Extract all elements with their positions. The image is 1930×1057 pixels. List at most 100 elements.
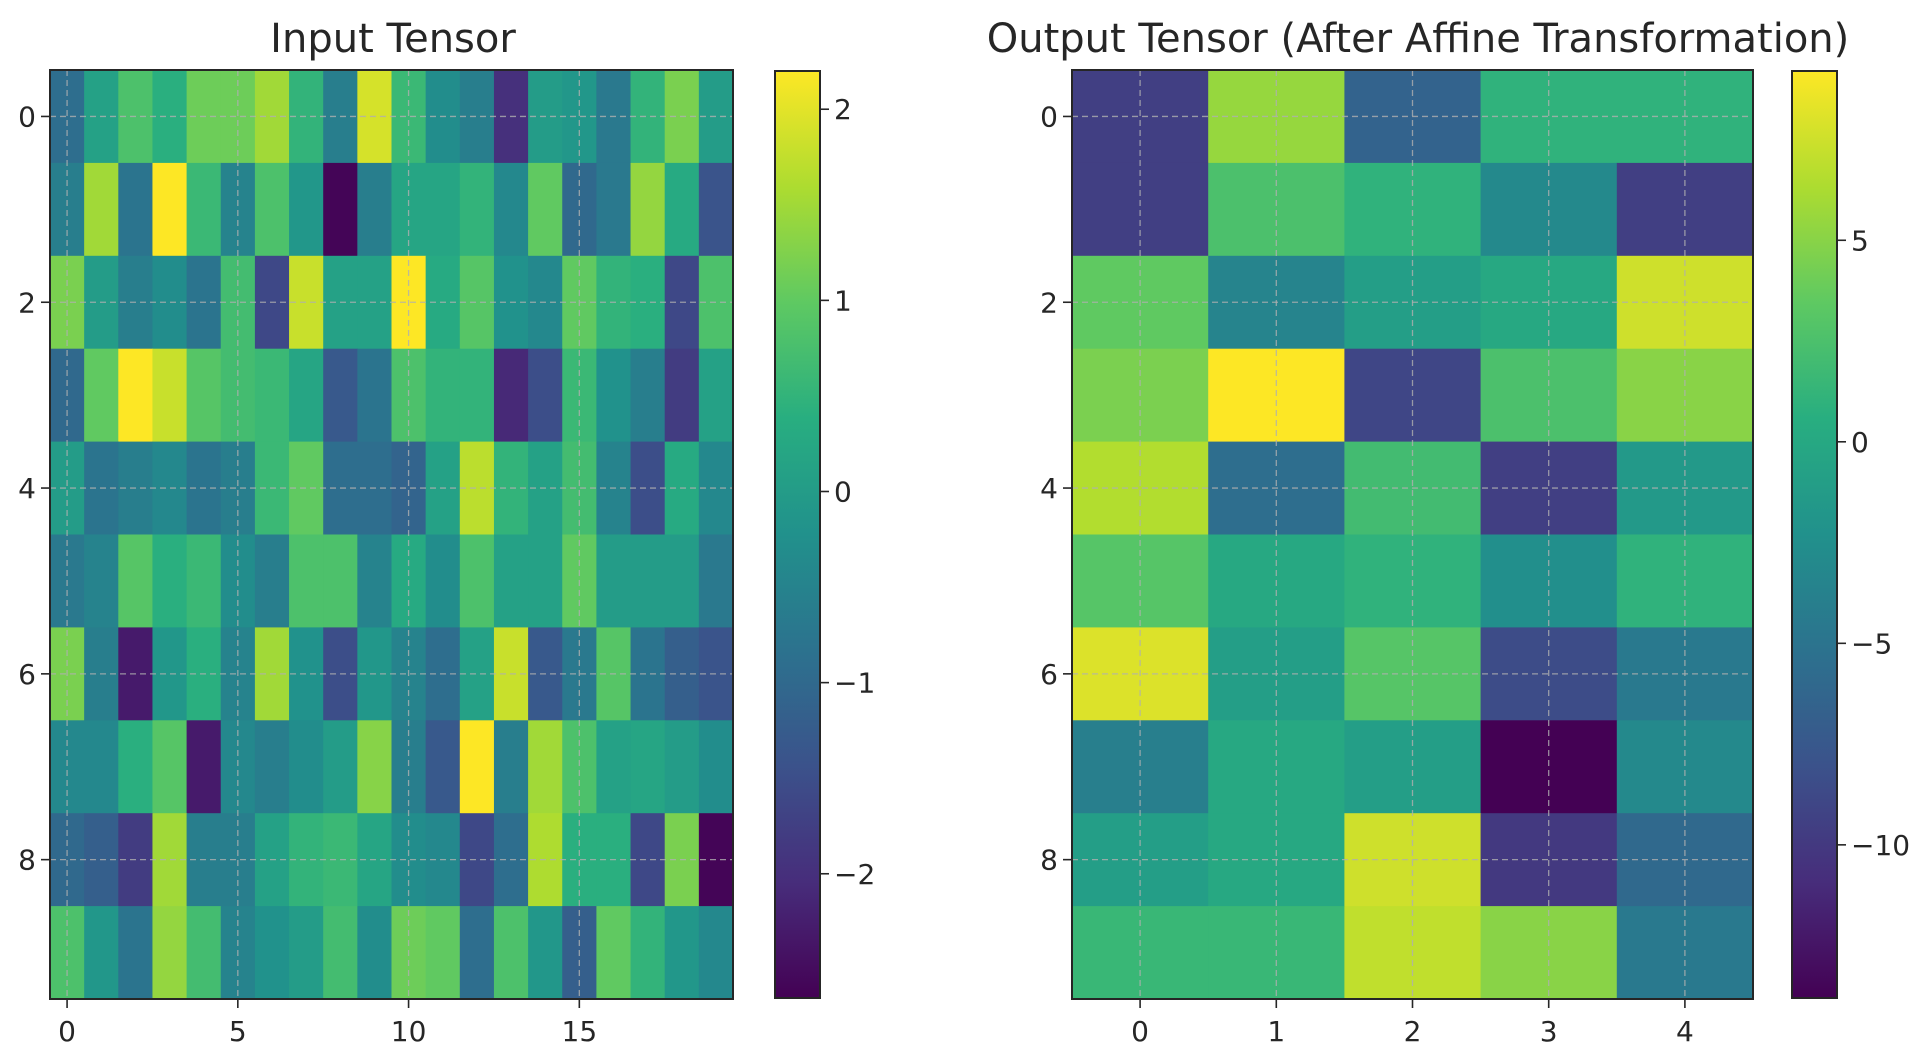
heatmap-cell: [357, 720, 393, 814]
heatmap-cell: [698, 162, 734, 257]
colorbar-tick-label: 0: [1851, 426, 1869, 459]
heatmap-cell: [425, 906, 461, 1000]
heatmap-cell: [630, 441, 666, 536]
heatmap-cell: [186, 348, 222, 443]
colorbar-tick-label: 2: [834, 93, 852, 126]
heatmap-cell: [596, 720, 632, 814]
heatmap-cell: [630, 70, 666, 164]
y-tick-label: 6: [18, 658, 36, 691]
heatmap-cell: [630, 162, 666, 257]
heatmap-cell: [425, 534, 461, 628]
input-colorbar-frame: [774, 70, 821, 999]
heatmap-cell: [664, 162, 700, 257]
heatmap-cell: [254, 162, 290, 257]
output-x-axis: 0 1 2 3 4: [1131, 999, 1694, 1048]
heatmap-cell: [664, 534, 700, 628]
heatmap-cell: [254, 348, 290, 443]
output-colorbar-frame: [1791, 70, 1838, 999]
heatmap-cell: [664, 348, 700, 443]
heatmap-cell: [118, 348, 154, 443]
input-x-axis: 0 5 10 15: [58, 999, 597, 1048]
heatmap-cell: [289, 906, 324, 1000]
x-tick-label: 15: [562, 1015, 598, 1048]
heatmap-cell: [152, 348, 188, 443]
output-colorbar-ticks: −10 −5 0 5: [1837, 224, 1910, 862]
heatmap-cell: [528, 348, 563, 443]
heatmap-cell: [459, 534, 495, 628]
output-y-axis: 0 2 4 6 8: [1040, 100, 1072, 877]
y-tick-label: 0: [18, 100, 36, 133]
heatmap-cell: [493, 348, 529, 443]
heatmap-cell: [664, 906, 700, 1000]
x-tick-label: 1: [1267, 1015, 1285, 1048]
y-tick-label: 8: [1040, 844, 1058, 877]
y-tick-label: 8: [18, 844, 36, 877]
output-colorbar: −10 −5 0 5: [1791, 70, 1910, 999]
heatmap-cell: [596, 162, 632, 257]
heatmap-cell: [493, 534, 529, 628]
heatmap-cell: [630, 720, 666, 814]
output-heatmap-grid: [1072, 70, 1753, 999]
heatmap-cell: [254, 720, 290, 814]
input-heatmap-frame: [49, 69, 734, 1000]
heatmap-cell: [630, 813, 666, 907]
heatmap-cell: [459, 906, 495, 1000]
heatmap-cell: [357, 906, 393, 1000]
heatmap-cell: [118, 534, 154, 628]
heatmap-cell: [664, 720, 700, 814]
heatmap-cell: [118, 162, 154, 257]
heatmap-cell: [425, 348, 461, 443]
colorbar-tick-label: −2: [834, 858, 875, 891]
heatmap-cell: [186, 162, 222, 257]
heatmap-cell: [596, 906, 632, 1000]
colorbar-tick-label: −5: [1851, 627, 1892, 660]
heatmap-cell: [596, 534, 632, 628]
heatmap-cell: [289, 534, 324, 628]
heatmap-cell: [698, 348, 734, 443]
heatmap-cell: [630, 627, 666, 721]
x-tick-label: 0: [1131, 1015, 1149, 1048]
heatmap-cell: [323, 720, 358, 814]
heatmap-cell: [118, 906, 154, 1000]
x-tick-label: 4: [1676, 1015, 1694, 1048]
heatmap-cell: [289, 348, 324, 443]
heatmap-cell: [118, 720, 154, 814]
colorbar-tick-label: −10: [1851, 829, 1910, 862]
heatmap-cell: [459, 162, 495, 257]
heatmap-cell: [84, 720, 119, 814]
heatmap-cell: [493, 906, 529, 1000]
heatmap-cell: [152, 720, 188, 814]
heatmap-cell: [630, 255, 666, 350]
heatmap-cell: [84, 906, 119, 1000]
heatmap-cell: [323, 348, 358, 443]
input-tensor-title: Input Tensor: [270, 16, 516, 62]
heatmap-cell: [254, 534, 290, 628]
y-tick-label: 4: [1040, 472, 1058, 505]
y-tick-label: 4: [18, 472, 36, 505]
heatmap-cell: [698, 534, 734, 628]
heatmap-cell: [323, 534, 358, 628]
heatmap-cell: [220, 441, 256, 536]
heatmap-cell: [186, 720, 222, 814]
heatmap-cell: [425, 162, 461, 257]
heatmap-cell: [84, 162, 119, 257]
colorbar-tick-label: −1: [834, 667, 875, 700]
heatmap-cell: [493, 162, 529, 257]
x-tick-label: 3: [1540, 1015, 1558, 1048]
heatmap-cell: [528, 162, 563, 257]
output-tensor-title: Output Tensor (After Affine Transformati…: [987, 16, 1850, 62]
heatmap-cell: [698, 720, 734, 814]
input-tensor-panel: Input Tensor 0 5 10 15 0 2 4 6 8: [18, 16, 734, 1048]
heatmap-cell: [459, 348, 495, 443]
heatmap-cell: [425, 720, 461, 814]
x-tick-label: 5: [229, 1015, 247, 1048]
heatmap-cell: [357, 534, 393, 628]
heatmap-cell: [289, 162, 324, 257]
heatmap-cell: [323, 906, 358, 1000]
input-heatmap-grid: [50, 70, 733, 999]
input-y-axis: 0 2 4 6 8: [18, 100, 50, 877]
heatmap-cell: [528, 720, 563, 814]
y-tick-label: 2: [18, 286, 36, 319]
heatmap-cell: [254, 906, 290, 1000]
